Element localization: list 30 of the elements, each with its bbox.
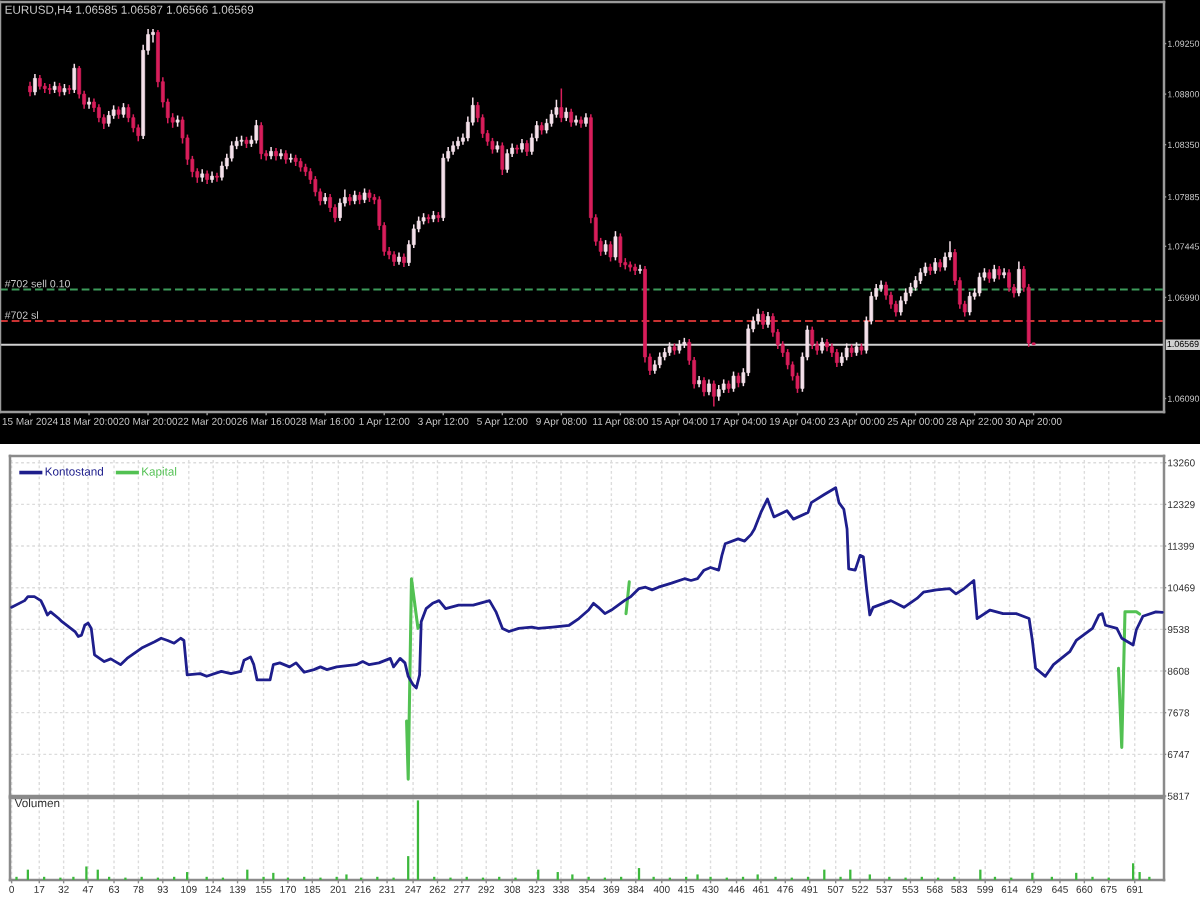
candlestick <box>559 87 564 123</box>
candlestick <box>42 82 47 94</box>
candlestick <box>87 96 91 110</box>
candlestick <box>613 230 618 262</box>
candlestick <box>810 325 815 350</box>
candlestick <box>618 232 623 268</box>
candlestick <box>574 114 578 127</box>
candlestick <box>608 240 613 263</box>
candlestick <box>977 271 982 298</box>
candlestick <box>638 264 642 275</box>
candlestick <box>338 197 342 222</box>
candlestick <box>1016 260 1021 298</box>
candlestick <box>313 175 318 198</box>
candlestick <box>229 140 234 163</box>
line-series <box>10 486 1164 690</box>
candlestick <box>731 370 736 393</box>
candlestick <box>505 148 510 174</box>
candlestick <box>702 376 706 398</box>
candlestick <box>711 379 716 408</box>
candlestick <box>1007 268 1011 293</box>
candlestick <box>254 119 259 145</box>
candlestick <box>898 295 903 317</box>
candlestick <box>259 121 264 161</box>
candlestick <box>628 260 633 273</box>
candlestick <box>72 63 77 94</box>
candlestick <box>33 73 37 96</box>
candlestick <box>967 291 972 317</box>
candlestick <box>500 141 505 176</box>
candlestick <box>220 160 224 182</box>
candlestick <box>948 240 952 262</box>
